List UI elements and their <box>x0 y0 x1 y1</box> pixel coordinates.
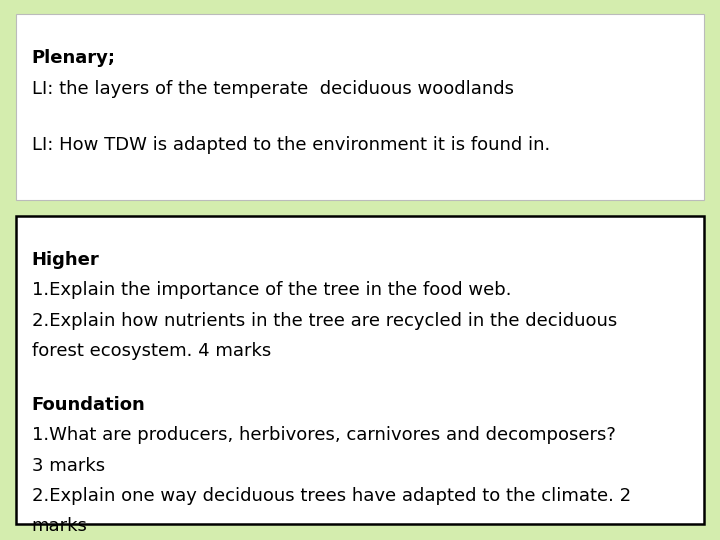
Text: 1.Explain the importance of the tree in the food web.: 1.Explain the importance of the tree in … <box>32 281 511 299</box>
Text: Higher: Higher <box>32 251 99 269</box>
Text: 1.What are producers, herbivores, carnivores and decomposers?: 1.What are producers, herbivores, carniv… <box>32 427 616 444</box>
Text: 3 marks: 3 marks <box>32 457 105 475</box>
Text: marks: marks <box>32 517 88 535</box>
Text: LI: the layers of the temperate  deciduous woodlands: LI: the layers of the temperate deciduou… <box>32 80 513 98</box>
Text: 2.Explain one way deciduous trees have adapted to the climate. 2: 2.Explain one way deciduous trees have a… <box>32 487 631 505</box>
Text: forest ecosystem. 4 marks: forest ecosystem. 4 marks <box>32 342 271 360</box>
FancyBboxPatch shape <box>16 14 704 200</box>
Text: 2.Explain how nutrients in the tree are recycled in the deciduous: 2.Explain how nutrients in the tree are … <box>32 312 617 329</box>
Text: Plenary;: Plenary; <box>32 49 116 66</box>
Text: Foundation: Foundation <box>32 396 145 414</box>
Text: LI: How TDW is adapted to the environment it is found in.: LI: How TDW is adapted to the environmen… <box>32 136 550 154</box>
FancyBboxPatch shape <box>16 216 704 524</box>
